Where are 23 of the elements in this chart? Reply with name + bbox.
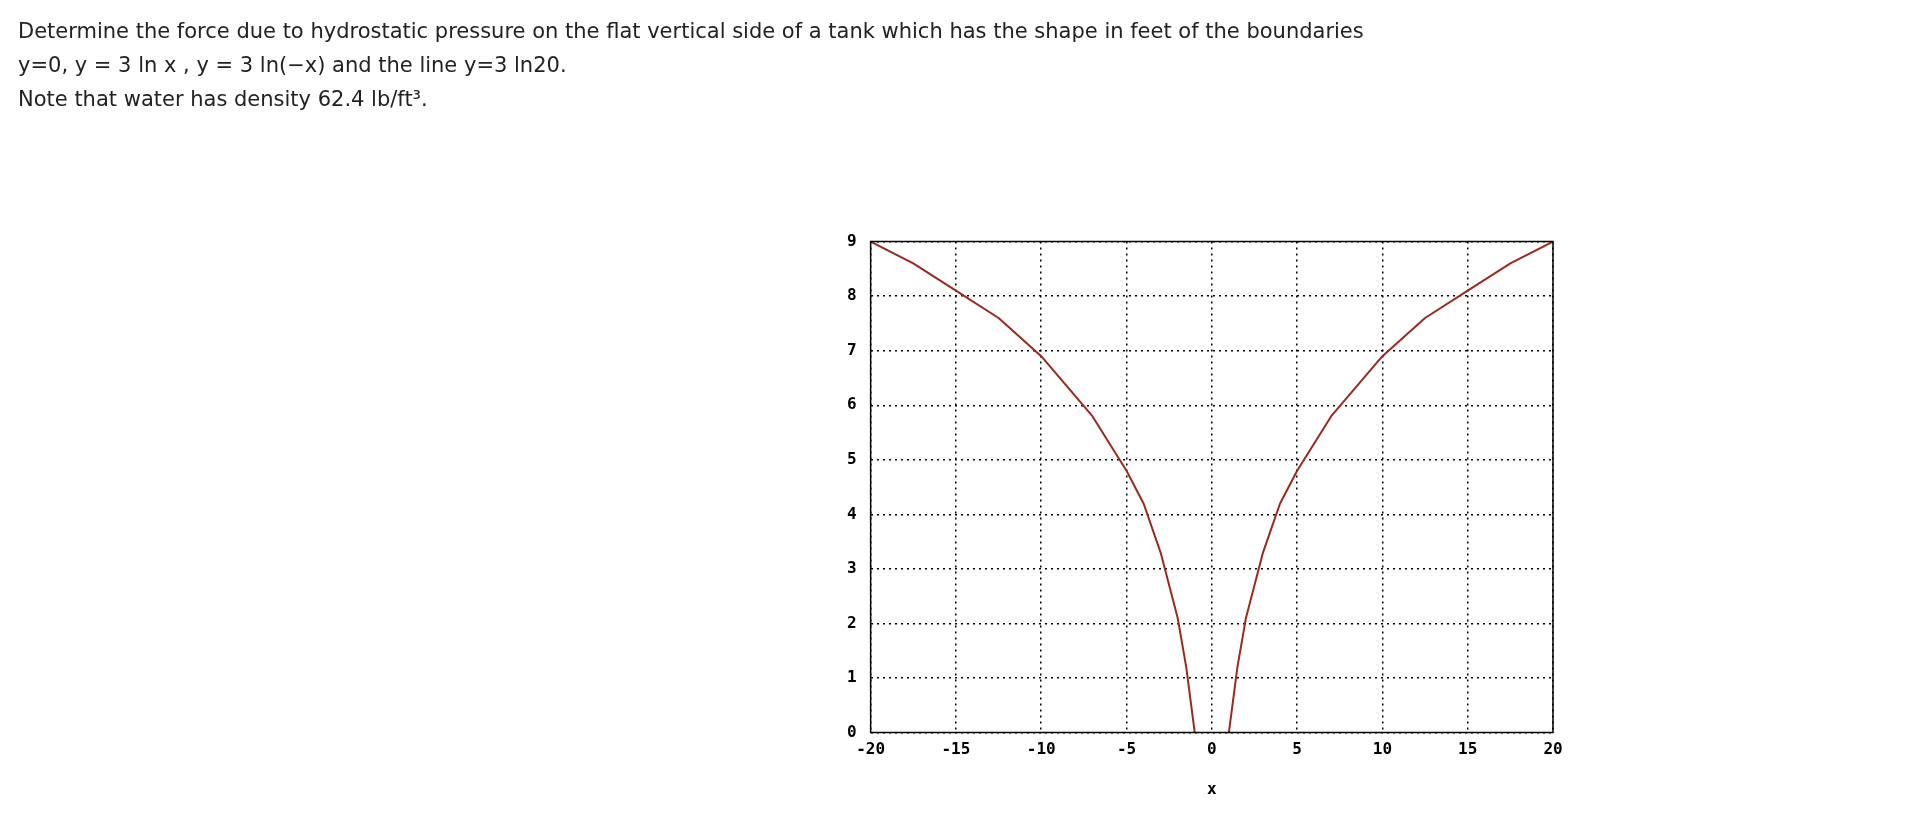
x-tick-label: 15 [1458, 739, 1478, 759]
y-tick-label: 0 [846, 721, 857, 741]
x-tick-label: -15 [941, 739, 971, 759]
y-tick-label: 3 [846, 558, 857, 578]
x-tick-label: -10 [1026, 739, 1056, 759]
y-tick-label: 8 [846, 285, 857, 305]
x-tick-label: 20 [1543, 739, 1563, 759]
x-axis-title: x [1207, 778, 1217, 798]
text: Note that water has density 62.4 lb/ft³. [18, 86, 429, 113]
y-tick-label: 1 [846, 667, 857, 687]
y-tick-label: 2 [846, 612, 857, 632]
y-tick-label: 5 [846, 448, 857, 468]
x-tick-label: 5 [1292, 739, 1302, 759]
x-tick-label: -20 [856, 739, 886, 759]
text: Determine the force due to hydrostatic pressure on the flat vertical side of a tank which has the shape in feet of the boundaries [18, 18, 1364, 45]
y-tick-label: 9 [846, 230, 857, 250]
x-tick-label: 10 [1372, 739, 1393, 759]
y-tick-label: 4 [846, 503, 857, 523]
x-tick-label: -5 [1116, 739, 1137, 759]
y-tick-label: 7 [846, 339, 857, 359]
text: y=0, y = 3 ln x , y = 3 ln(−x) and the line y=3 ln20. [18, 52, 568, 79]
y-tick-label: 6 [846, 394, 857, 414]
x-tick-label: 0 [1207, 739, 1217, 759]
